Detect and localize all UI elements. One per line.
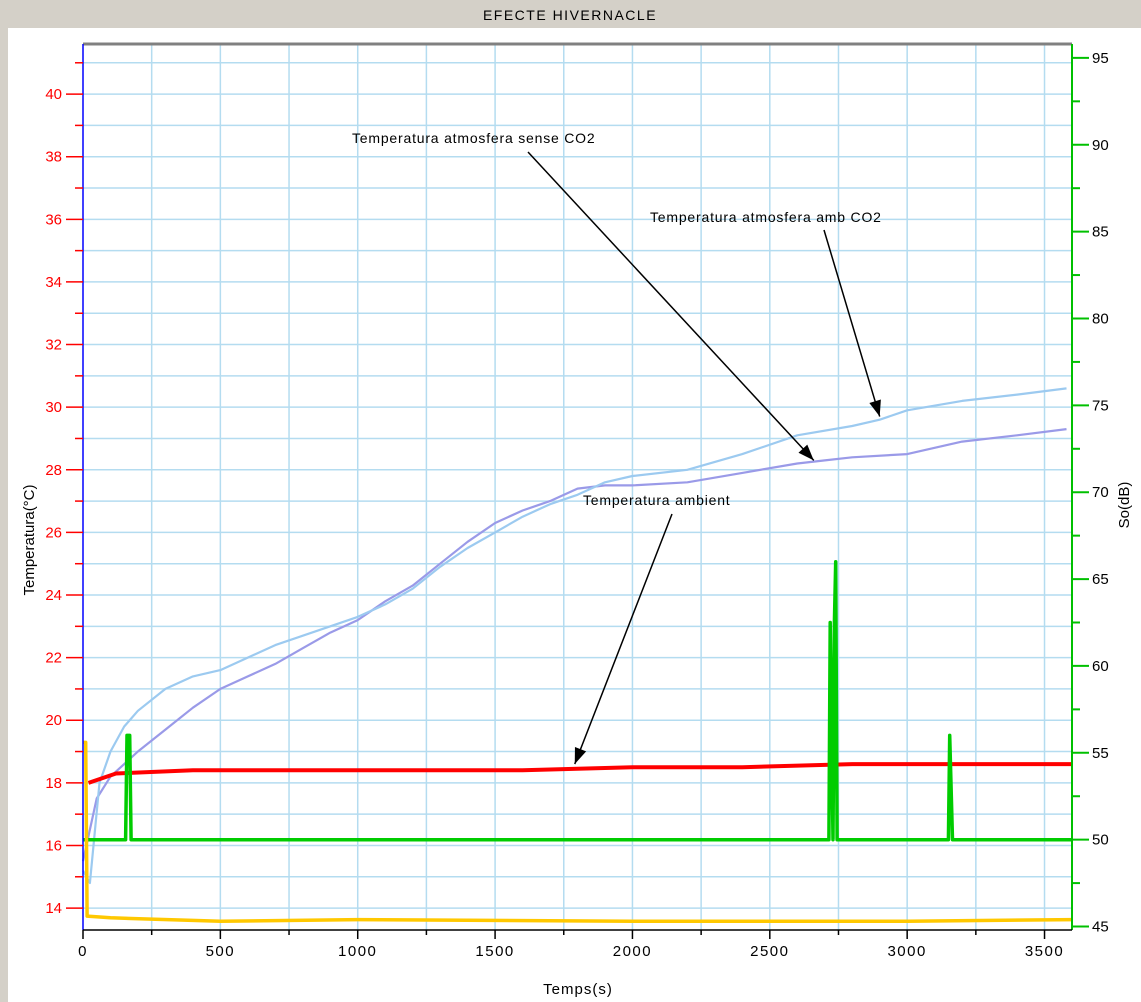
y-axis-label: Temperatura(°C) [21,484,38,595]
y2-tick-label: 60 [1092,658,1109,675]
annotations: Temperatura atmosfera sense CO2 Temperatu… [352,130,882,765]
x-tick-label: 1500 [475,943,514,960]
y-tick-label: 18 [45,775,62,792]
x-axis-label: Temps(s) [543,981,613,998]
x-tick-label: 2500 [750,943,789,960]
x-tick-label: 0 [78,943,88,960]
y2-tick-label: 75 [1092,397,1109,414]
y-tick-label: 24 [45,587,62,604]
annotation-arrowhead-amb_co2 [869,399,881,417]
y-tick-label: 26 [45,524,62,541]
plot-area [8,28,1141,1002]
annotation-arrow-ambient [574,513,673,765]
annotation-label-amb_co2: Temperatura atmosfera amb CO2 [650,209,882,225]
y2-tick-label: 65 [1092,571,1109,588]
y2-tick-label: 85 [1092,224,1109,241]
y-tick-label: 20 [45,712,62,729]
series-line-sense_co2 [81,428,1067,862]
y-tick-label: 40 [45,86,62,103]
x-tick-label: 500 [206,943,236,960]
annotation-arrow-sense_co2 [527,151,815,461]
window-title: EFECTE HIVERNACLE [483,7,657,23]
y2-axis-label: So(dB) [1116,482,1133,529]
annotation-arrow-amb_co2 [823,229,881,417]
y-tick-label: 34 [45,274,62,291]
y-tick-label: 38 [45,149,62,166]
y-tick-label: 16 [45,837,62,854]
title-bar [0,0,1141,28]
y2-tick-label: 45 [1092,919,1109,936]
y2-tick-label: 50 [1092,832,1109,849]
series-layer [81,387,1073,924]
annotation-arrowhead-ambient [574,746,587,765]
annotation-label-ambient: Temperatura ambient [583,492,731,508]
series-line-amb_co2 [82,387,1067,885]
series-line-yellow [83,740,1073,924]
y2-tick-label: 70 [1092,484,1109,501]
x-tick-label: 3500 [1025,943,1064,960]
y2-tick-label: 95 [1092,50,1109,67]
x-tick-label: 1000 [338,943,377,960]
y-tick-label: 22 [45,650,62,667]
series-line-ambient [87,762,1072,785]
y-tick-label: 28 [45,462,62,479]
grid [83,44,1072,930]
annotation-arrowhead-sense_co2 [798,444,814,461]
annotation-label-sense_co2: Temperatura atmosfera sense CO2 [352,130,595,146]
y2-tick-label: 80 [1092,310,1109,327]
y2-tick-label: 55 [1092,745,1109,762]
series-line-so [83,559,1072,842]
axes: 0 500 1000 1500 2000 2500 3000 3500 14 16 18 20 22 24… [45,42,1109,960]
y-tick-label: 32 [45,337,62,354]
y2-tick-label: 90 [1092,137,1109,154]
x-tick-label: 2000 [613,943,652,960]
x-tick-label: 3000 [887,943,926,960]
y-tick-label: 30 [45,399,62,416]
y-tick-label: 14 [45,900,62,917]
y-tick-label: 36 [45,211,62,228]
